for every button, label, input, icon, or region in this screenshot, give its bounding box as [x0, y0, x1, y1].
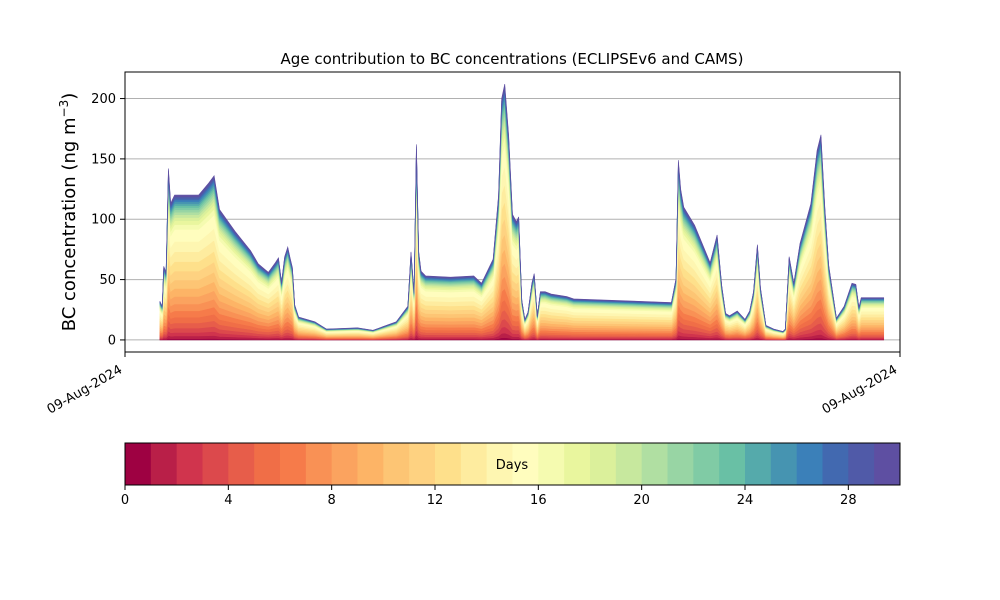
colorbar-tick-label: 28: [840, 493, 857, 508]
colorbar-cell: [719, 443, 746, 485]
colorbar-cell: [254, 443, 281, 485]
colorbar-cell: [745, 443, 772, 485]
colorbar-cell: [202, 443, 229, 485]
y-axis-label-sup: −3: [57, 100, 71, 118]
age-band-29: [159, 84, 885, 332]
colorbar-cell: [770, 443, 798, 485]
colorbar-cell: [228, 443, 255, 485]
colorbar-cell: [615, 443, 643, 485]
y-tick-label: 0: [108, 333, 116, 348]
colorbar-cell: [125, 443, 152, 485]
colorbar-cell: [796, 443, 823, 485]
colorbar-tick-label: 12: [427, 493, 444, 508]
colorbar-cell: [822, 443, 849, 485]
colorbar: 0 4 8 12 16 20 24 28: [121, 442, 901, 508]
colorbar-cell: [512, 443, 539, 485]
colorbar-tick-label: 20: [633, 493, 650, 508]
colorbar-cell: [874, 443, 901, 485]
colorbar-cell: [693, 443, 720, 485]
colorbar-tick-label: 0: [121, 493, 129, 508]
y-tick-label: 200: [91, 92, 116, 107]
colorbar-cell: [641, 443, 668, 485]
colorbar-cell: [435, 443, 462, 485]
colorbar-cell: [538, 443, 565, 485]
colorbar-cell: [305, 443, 333, 485]
colorbar-label: Days: [496, 458, 529, 473]
y-axis-label-close: ): [59, 93, 80, 100]
y-axis-label: BC concentration (ng m−3): [57, 93, 80, 332]
chart-title: Age contribution to BC concentrations (E…: [281, 50, 744, 68]
axes-frame: [124, 71, 901, 353]
colorbar-tick-label: 16: [530, 493, 547, 508]
colorbar-tick-label: 24: [737, 493, 754, 508]
colorbar-cell: [280, 443, 307, 485]
colorbar-cell: [383, 443, 410, 485]
colorbar-cell: [564, 443, 591, 485]
y-tick-label: 50: [99, 273, 116, 288]
colorbar-cell: [409, 443, 436, 485]
y-tick-label: 150: [91, 152, 116, 167]
colorbar-cell: [357, 443, 384, 485]
area-layer: [159, 84, 885, 341]
colorbar-cell: [667, 443, 694, 485]
x-tick-label: 09-Aug-2024: [820, 362, 900, 417]
colorbar-cell: [460, 443, 488, 485]
colorbar-tick-label: 8: [328, 493, 336, 508]
colorbar-cell: [590, 443, 617, 485]
colorbar-cell: [848, 443, 875, 485]
colorbar-cell: [486, 443, 513, 485]
colorbar-tick-label: 4: [224, 493, 232, 508]
x-tick-label: 09-Aug-2024: [45, 362, 125, 417]
y-tick-label: 100: [91, 213, 116, 228]
colorbar-cell: [176, 443, 203, 485]
colorbar-cell: [331, 443, 358, 485]
colorbar-frame: [124, 442, 901, 486]
y-axis-label-main: BC concentration (ng m: [59, 117, 80, 331]
colorbar-cell: [150, 443, 178, 485]
